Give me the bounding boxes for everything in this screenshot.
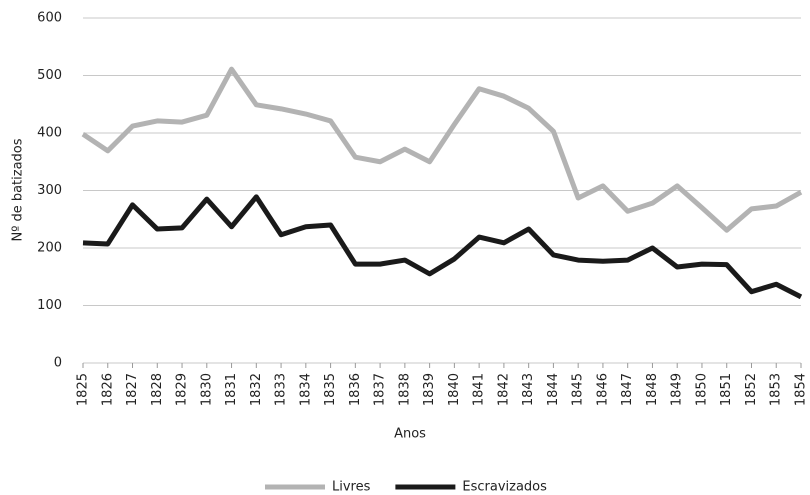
x-tick-label: 1844 <box>546 373 561 406</box>
legend-label: Livres <box>332 480 371 495</box>
x-tick-label: 1826 <box>100 373 115 406</box>
y-tick-label: 600 <box>37 11 62 26</box>
x-tick-label: 1846 <box>595 373 610 406</box>
x-tick-label: 1838 <box>397 373 412 406</box>
x-tick-label: 1835 <box>323 373 338 406</box>
x-tick-label: 1827 <box>125 373 140 406</box>
x-tick-label: 1847 <box>620 373 635 406</box>
x-tick-label: 1837 <box>373 373 388 406</box>
legend-label: Escravizados <box>462 480 547 495</box>
x-tick-label: 1854 <box>794 373 809 406</box>
y-tick-label: 200 <box>37 241 62 256</box>
x-tick-label: 1836 <box>348 373 363 406</box>
x-tick-label: 1852 <box>744 373 759 406</box>
y-tick-label: 500 <box>37 68 62 83</box>
y-tick-label: 400 <box>37 126 62 141</box>
x-tick-label: 1850 <box>694 373 709 406</box>
x-tick-label: 1842 <box>496 373 511 406</box>
x-tick-label: 1828 <box>150 373 165 406</box>
x-tick-label: 1851 <box>719 373 734 406</box>
x-tick-label: 1845 <box>571 373 586 406</box>
x-tick-label: 1840 <box>447 373 462 406</box>
y-tick-label: 100 <box>37 298 62 313</box>
line-series <box>82 194 803 300</box>
x-tick-label: 1831 <box>224 373 239 406</box>
x-tick-label: 1834 <box>298 373 313 406</box>
x-tick-label: 1843 <box>521 373 536 406</box>
y-axis-label: Nº de batizados <box>11 138 26 241</box>
x-tick-label: 1830 <box>199 373 214 406</box>
x-tick-label: 1839 <box>422 373 437 406</box>
y-tick-label: 300 <box>37 183 62 198</box>
x-tick-label: 1849 <box>670 373 685 406</box>
x-tick-label: 1853 <box>769 373 784 406</box>
y-tick-label: 0 <box>54 356 62 371</box>
x-tick-label: 1829 <box>175 373 190 406</box>
line-series <box>81 66 803 233</box>
x-tick-label: 1832 <box>249 373 264 406</box>
x-axis-label: Anos <box>394 427 426 442</box>
x-tick-label: 1848 <box>645 373 660 406</box>
x-tick-label: 1825 <box>76 373 91 406</box>
x-tick-label: 1833 <box>274 373 289 406</box>
x-tick-label: 1841 <box>472 373 487 406</box>
